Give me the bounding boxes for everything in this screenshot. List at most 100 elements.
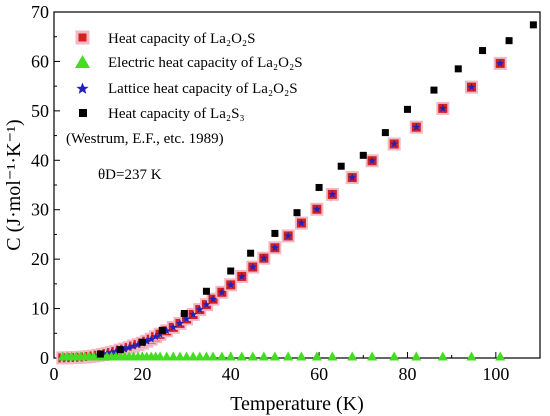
electric-heat-capacity-point <box>236 351 247 361</box>
lattice-heat-capacity-point <box>162 326 171 335</box>
electric-heat-capacity-point <box>181 351 192 361</box>
heat-capacity-la2s3-point <box>138 338 146 346</box>
lattice-heat-capacity-point <box>125 343 134 351</box>
lattice-heat-capacity-point <box>175 319 184 327</box>
lattice-heat-capacity-point <box>134 340 142 349</box>
y-tick-label: 0 <box>40 348 49 368</box>
heat-capacity-la2s3-point <box>529 21 537 29</box>
electric-heat-capacity-point <box>168 351 179 361</box>
lattice-heat-capacity-point <box>129 341 138 350</box>
lattice-heat-capacity-point <box>189 310 198 318</box>
electric-heat-capacity-point <box>389 351 400 361</box>
lattice-heat-capacity-point <box>209 295 217 303</box>
lattice-heat-capacity-point <box>259 254 268 262</box>
electric-heat-capacity-point <box>188 351 199 361</box>
heat-capacity-la2s3-point <box>337 162 345 170</box>
lattice-heat-capacity-point <box>390 139 399 148</box>
electric-heat-capacity-point <box>495 351 506 361</box>
heat-capacity-la2s3-point <box>381 129 389 137</box>
x-axis-title: Temperature (K) <box>230 393 364 415</box>
electric-heat-capacity-point <box>161 351 172 361</box>
heat-capacity-la2s3-point <box>202 287 210 295</box>
heat-capacity-la2s3-point <box>359 151 367 159</box>
lattice-heat-capacity-point <box>182 314 191 323</box>
lattice-heat-capacity-point <box>237 272 246 280</box>
electric-heat-capacity-point <box>296 351 307 361</box>
electric-heat-capacity-point <box>201 351 212 361</box>
heat-capacity-la2s3-point <box>479 47 487 55</box>
legend-label-electric-heat-capacity: Electric heat capacity of La₂O₂S <box>108 55 303 71</box>
electric-heat-capacity-point <box>216 351 227 361</box>
x-tick-label: 100 <box>482 364 509 384</box>
annotation-debye-temperature: θD=237 K <box>98 167 162 183</box>
heat-capacity-la2s3-point <box>315 183 323 191</box>
electric-heat-capacity-point <box>225 351 236 361</box>
lattice-heat-capacity-point <box>120 344 129 353</box>
y-tick-label: 20 <box>31 249 49 269</box>
heat-capacity-la2s3-point <box>271 229 279 237</box>
heat-capacity-la2s3-point <box>403 105 411 113</box>
x-tick-label: 20 <box>133 364 151 384</box>
electric-heat-capacity-point <box>411 351 422 361</box>
lattice-heat-capacity-point <box>328 190 337 198</box>
legend-marker-heat-capacity-la2o2s <box>75 30 90 45</box>
axis-ticks: 0 20 40 60 80 100 0 10 20 30 40 50 60 70 <box>31 2 509 384</box>
electric-heat-capacity-point <box>311 351 322 361</box>
heat-capacity-la2s3-point <box>247 249 255 257</box>
heat-capacity-la2s3-point <box>505 37 513 45</box>
legend-marker-heat-capacity-la2s3 <box>79 109 87 117</box>
electric-heat-capacity-point <box>258 351 269 361</box>
heat-capacity-la2s3-point <box>227 267 235 275</box>
y-tick-label: 70 <box>31 2 49 22</box>
lattice-heat-capacity-point <box>312 205 321 213</box>
electric-heat-capacity-point <box>208 351 219 361</box>
y-tick-label: 60 <box>31 51 49 71</box>
electric-heat-capacity-point <box>283 351 294 361</box>
x-tick-label: 80 <box>398 364 416 384</box>
electric-heat-capacity-point <box>466 351 477 361</box>
electric-heat-capacity-point <box>174 351 185 361</box>
heat-capacity-la2s3-point <box>158 326 166 334</box>
y-axis-title: C (J·mol⁻¹·K⁻¹) <box>3 119 25 250</box>
lattice-heat-capacity-point <box>202 300 211 308</box>
y-tick-label: 40 <box>31 150 49 170</box>
electric-heat-capacity-point <box>347 351 358 361</box>
lattice-heat-capacity-point <box>467 82 476 91</box>
electric-heat-capacity-point <box>437 351 448 361</box>
lattice-heat-capacity-point <box>169 323 178 331</box>
y-tick-label: 30 <box>31 200 49 220</box>
annotation-source: (Westrum, E.F., etc. 1989) <box>66 131 224 147</box>
electric-heat-capacity-point <box>194 351 205 361</box>
electric-heat-capacity-point <box>155 351 166 361</box>
heat-capacity-la2s3-point <box>180 310 188 318</box>
x-tick-label: 0 <box>50 364 59 384</box>
lattice-heat-capacity-point <box>284 231 293 240</box>
lattice-heat-capacity-point <box>195 305 204 313</box>
lattice-heat-capacity-point <box>248 262 257 271</box>
lattice-heat-capacity-point <box>368 156 377 165</box>
lattice-heat-capacity-point <box>111 347 120 355</box>
lattice-heat-capacity-point <box>217 288 226 296</box>
y-tick-label: 50 <box>31 101 49 121</box>
heat-capacity-la2s3-point <box>293 209 301 217</box>
lattice-heat-capacity-point <box>348 173 357 181</box>
lattice-heat-capacity-point <box>226 280 235 289</box>
lattice-heat-capacity-point <box>496 59 505 67</box>
legend-label-lattice-heat-capacity: Lattice heat capacity of La₂O₂S <box>108 81 298 97</box>
lattice-heat-capacity-point <box>270 243 279 252</box>
data-markers <box>56 21 537 365</box>
legend-marker-lattice-heat-capacity <box>76 82 89 94</box>
heat-capacity-la2s3-point <box>454 65 462 73</box>
lattice-heat-capacity-point <box>412 123 421 131</box>
electric-heat-capacity-point <box>247 351 258 361</box>
lattice-heat-capacity-point <box>156 330 164 338</box>
x-tick-label: 60 <box>310 364 328 384</box>
lattice-heat-capacity-point <box>151 332 160 341</box>
legend-label-heat-capacity-la2o2s: Heat capacity of La₂O₂S <box>108 31 255 47</box>
heat-capacity-la2s3-point <box>430 86 438 94</box>
lattice-heat-capacity-point <box>142 337 151 345</box>
lattice-heat-capacity-point <box>297 218 306 227</box>
legend-marker-electric-heat-capacity <box>75 55 90 68</box>
heat-capacity-la2s3-point <box>116 346 124 354</box>
